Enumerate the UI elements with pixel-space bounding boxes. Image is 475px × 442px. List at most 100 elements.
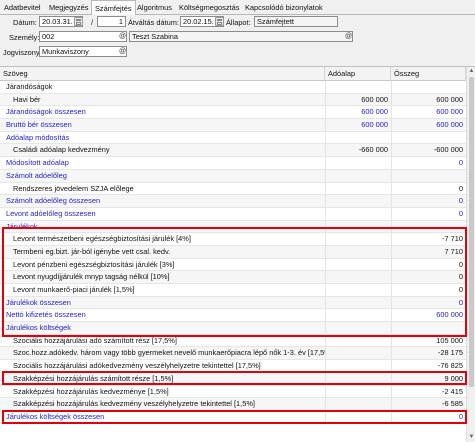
- row-adoalap: [325, 170, 391, 182]
- datum-label: Dátum:: [13, 18, 37, 27]
- tab-algoritmus[interactable]: Algoritmus: [137, 3, 172, 12]
- table-row[interactable]: Járulékok összesen 0: [0, 296, 475, 310]
- row-text: Járulékos költségek: [6, 323, 71, 333]
- row-text: Levont munkaerő-piaci járulék [1,5%]: [13, 285, 135, 294]
- atvaltas-calendar-icon[interactable]: [215, 17, 224, 26]
- table-row[interactable]: Járulékos költségek: [0, 322, 475, 335]
- column-header-szoveg[interactable]: Szöveg: [0, 67, 325, 81]
- table-row[interactable]: Szakképzési hozzájárulás kedvezmény vesz…: [0, 398, 475, 411]
- row-osszeg: [391, 221, 466, 233]
- row-osszeg: 0: [458, 411, 463, 421]
- table-row[interactable]: Szakképzési hozzájárulás kedvezménye [1,…: [0, 385, 475, 399]
- row-text: Levont adóelőleg összesen: [6, 208, 96, 218]
- row-osszeg: 600 000: [436, 107, 463, 117]
- table-row[interactable]: Termbeni eg.bizt. jár-ból igénybe vett c…: [0, 245, 475, 259]
- row-osszeg: 0: [458, 183, 463, 193]
- tab-bar: Adatbevitel Megjegyzés Számfejtés Algori…: [0, 0, 475, 16]
- row-adoalap: [325, 81, 391, 93]
- row-adoalap: [325, 322, 391, 334]
- table-row[interactable]: Szoc.hozz.adókedv. három vagy több gyerm…: [0, 347, 475, 361]
- scrollbar-thumb[interactable]: [469, 77, 474, 387]
- datum-calendar-icon[interactable]: [74, 17, 83, 26]
- table-row[interactable]: Járulékos költségek összesen 0: [0, 410, 475, 424]
- jogviszony-label: Jogviszony:: [3, 48, 42, 57]
- row-text: Levont pénzbeni egészségbiztosítási járu…: [13, 259, 175, 269]
- table-row[interactable]: Szakképzési hozzájárulás számított része…: [0, 372, 475, 386]
- szemely-code-field[interactable]: 002: [39, 31, 127, 42]
- row-text: Járandóságok összesen: [6, 107, 86, 117]
- row-text: Havi bér: [13, 94, 41, 104]
- row-adoalap: [325, 233, 391, 245]
- row-text: Szakképzési hozzájárulás kedvezmény vesz…: [13, 399, 255, 409]
- row-osszeg: 600 000: [436, 120, 463, 130]
- column-header-adoalap[interactable]: Adóalap: [325, 67, 391, 81]
- table-row[interactable]: Levont adóelőleg összesen 0: [0, 207, 475, 221]
- table-row[interactable]: Módosított adóalap 0: [0, 157, 475, 170]
- row-osszeg: -7 710: [442, 234, 463, 244]
- tab-megjegyzes[interactable]: Megjegyzés: [49, 3, 89, 12]
- row-osszeg: 0: [458, 297, 463, 307]
- table-row[interactable]: Szociális hozzájárulási adókedvezmény ve…: [0, 360, 475, 373]
- table-row[interactable]: Levont pénzbeni egészségbiztosítási járu…: [0, 258, 475, 272]
- table-row[interactable]: Havi bér 600 000 600 000: [0, 93, 475, 107]
- vertical-scrollbar[interactable]: ▲ ▼: [466, 67, 475, 442]
- szemely-code-lookup-icon[interactable]: @: [118, 33, 127, 40]
- table-row[interactable]: Számolt adóelőleg: [0, 169, 475, 183]
- tab-koltsegmegosztas[interactable]: Költségmegosztás: [179, 3, 240, 12]
- table-row[interactable]: Levont munkaerő-piaci járulék [1,5%] 0: [0, 284, 475, 297]
- row-adoalap: [325, 386, 391, 398]
- row-osszeg: -600 000: [433, 145, 463, 155]
- scroll-up-icon[interactable]: ▲: [468, 68, 475, 74]
- row-text: Szociális hozzájárulási adó számított ré…: [13, 335, 177, 345]
- tab-adatbevitel[interactable]: Adatbevitel: [4, 3, 41, 12]
- sorszam-field[interactable]: 1: [97, 16, 126, 27]
- row-osszeg: -76 825: [437, 361, 463, 371]
- table-row[interactable]: Nettó kifizetés összesen 600 000: [0, 309, 475, 323]
- row-osszeg: [391, 132, 466, 144]
- scroll-down-icon[interactable]: ▼: [468, 434, 475, 440]
- szemely-name-lookup-icon[interactable]: @: [344, 33, 353, 40]
- jogviszony-field[interactable]: Munkaviszony: [39, 46, 127, 57]
- separator-label: /: [91, 18, 94, 27]
- row-text: Járulékok: [6, 221, 38, 231]
- row-adoalap: [325, 297, 391, 309]
- table-row[interactable]: Bruttó bér összesen 600 000 600 000: [0, 119, 475, 132]
- row-adoalap: [325, 398, 391, 410]
- tab-szamfejtes[interactable]: Számfejtés: [91, 0, 136, 16]
- table-row[interactable]: Adóalap módosítás: [0, 131, 475, 145]
- table-row[interactable]: Családi adóalap kedvezmény -660 000 -600 0…: [0, 144, 475, 158]
- row-text: Szoc.hozz.adókedv. három vagy több gyerm…: [13, 348, 325, 358]
- row-osszeg: [391, 81, 466, 93]
- row-adoalap: [325, 132, 391, 144]
- row-text: Termbeni eg.bizt. jár-ból igénybe vett c…: [13, 246, 171, 256]
- row-text: Szakképzési hozzájárulás számított része…: [13, 373, 174, 383]
- row-osszeg: -28 175: [437, 348, 463, 358]
- table-row[interactable]: Levont természetbeni egészségbiztosítási…: [0, 233, 475, 246]
- table-row[interactable]: Járandóságok: [0, 81, 475, 94]
- row-osszeg: 0: [458, 285, 463, 294]
- grid-header: Szöveg Adóalap Összeg: [0, 67, 475, 81]
- table-row[interactable]: Rendszeres jövedelem SZJA előlege 0: [0, 182, 475, 196]
- column-header-osszeg[interactable]: Összeg: [391, 67, 466, 81]
- row-adoalap: [325, 259, 391, 271]
- row-osszeg: -2 415: [442, 386, 463, 396]
- row-adoalap: 600 000: [361, 107, 388, 117]
- table-row[interactable]: Járandóságok összesen 600 000 600 000: [0, 106, 475, 120]
- tab-kapcsolodo-bizonylatok[interactable]: Kapcsolódó bizonylatok: [245, 3, 323, 12]
- row-adoalap: [325, 309, 391, 321]
- row-osszeg: 0: [458, 259, 463, 269]
- calculation-grid: Szöveg Adóalap Összeg Járandóságok Havi b…: [0, 66, 475, 442]
- row-osszeg: 600 000: [436, 310, 463, 320]
- table-row[interactable]: Járulékok: [0, 220, 475, 234]
- document-header-form: Dátum: 20.03.31. / 1 Átváltás dátum: 20.…: [0, 15, 475, 61]
- row-adoalap: [325, 208, 391, 220]
- row-text: Nettó kifizetés összesen: [6, 310, 86, 320]
- table-row[interactable]: Levont nyugdíjjárulék mnyp tagság nélkül…: [0, 271, 475, 284]
- row-osszeg: 9 000: [444, 373, 464, 383]
- table-row[interactable]: Szociális hozzájárulási adó számított ré…: [0, 334, 475, 348]
- row-osszeg: 600 000: [436, 94, 463, 104]
- jogviszony-lookup-icon[interactable]: @: [118, 48, 127, 55]
- table-row[interactable]: Számolt adóelőleg összesen 0: [0, 195, 475, 208]
- row-adoalap: [325, 195, 391, 207]
- row-adoalap: 600 000: [361, 120, 388, 130]
